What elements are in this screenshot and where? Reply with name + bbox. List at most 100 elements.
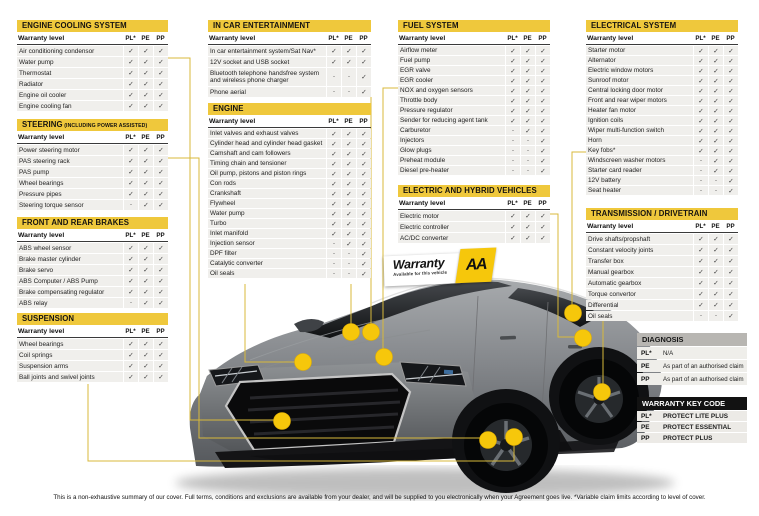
coverage-mark: ✓ [154, 339, 168, 349]
coverage-mark: ✓ [124, 350, 138, 360]
section-title-suffix: (INCLUDING POWER ASSISTED) [62, 123, 148, 129]
coverage-mark: ✓ [536, 126, 550, 135]
row-label: Transfer box [586, 256, 693, 266]
row-label: Pressure pipes [17, 189, 123, 199]
coverage-mark: - [342, 249, 356, 258]
row-label: Injection sensor [208, 239, 326, 248]
coverage-mark: ✓ [342, 209, 356, 218]
coverage-mark: ✓ [724, 300, 738, 310]
row-label: AC/DC converter [398, 233, 505, 243]
table-row: Water pump ✓ ✓ ✓ [208, 209, 371, 218]
column-label: PL* [507, 34, 518, 42]
table-row: EGR cooler ✓ ✓ ✓ [398, 76, 550, 85]
table-row: Electric controller ✓ ✓ ✓ [398, 222, 550, 232]
table-row: Heater fan motor ✓ ✓ ✓ [586, 106, 738, 115]
column-header-row: Warranty level PL* PE PP [208, 115, 371, 128]
row-label: Inlet manifold [208, 229, 326, 238]
coverage-mark: ✓ [139, 372, 153, 382]
row-label: Bluetooth telephone handsfree system and… [208, 68, 326, 86]
key-description: PROTECT LITE PLUS [663, 412, 728, 420]
coverage-mark: ✓ [709, 66, 723, 75]
coverage-mark: ✓ [139, 156, 153, 166]
row-label: Cylinder head and cylinder head gasket [208, 139, 326, 148]
row-label: Carburetor [398, 126, 505, 135]
row-label: Flywheel [208, 199, 326, 208]
coverage-mark: ✓ [154, 276, 168, 286]
key-row: PE As part of an authorised claim [637, 360, 747, 372]
row-label: Heater fan motor [586, 106, 693, 115]
row-label: Airflow meter [398, 46, 505, 55]
row-label: Starter motor [586, 46, 693, 55]
key-description: As part of an authorised claim [663, 362, 744, 370]
coverage-mark: ✓ [536, 222, 550, 232]
row-label: EGR cooler [398, 76, 505, 85]
row-label: Air conditioning condensor [17, 46, 123, 56]
key-description: N/A [663, 349, 674, 357]
coverage-mark: ✓ [709, 256, 723, 266]
coverage-mark: ✓ [139, 90, 153, 100]
coverage-mark: ✓ [327, 189, 341, 198]
key-code: PE [641, 423, 650, 431]
coverage-mark: ✓ [521, 46, 535, 55]
table-row: Diesel pre-heater - - ✓ [398, 166, 550, 175]
row-label: Injectors [398, 136, 505, 145]
coverage-mark: ✓ [124, 265, 138, 275]
table-suspension: SUSPENSION Warranty level PL* PE PP Wheel bea… [17, 313, 168, 382]
key-row: PP As part of an authorised claim [637, 373, 747, 385]
coverage-mark: ✓ [709, 86, 723, 95]
table-row: Horn ✓ ✓ ✓ [586, 136, 738, 145]
coverage-mark: ✓ [709, 126, 723, 135]
coverage-mark: ✓ [357, 189, 371, 198]
car-body [175, 277, 675, 498]
coverage-mark: - [327, 87, 341, 97]
row-label: Torque convertor [586, 289, 693, 299]
section-header: FRONT AND REAR BRAKES [17, 217, 168, 229]
warranty-level-label: Warranty level [18, 327, 65, 335]
coverage-mark: - [694, 156, 708, 165]
row-label: Engine oil cooler [17, 90, 123, 100]
coverage-mark: ✓ [506, 211, 520, 221]
row-label: Crankshaft [208, 189, 326, 198]
coverage-mark: ✓ [536, 116, 550, 125]
coverage-mark: ✓ [124, 243, 138, 253]
coverage-mark: ✓ [357, 139, 371, 148]
coverage-mark: ✓ [724, 146, 738, 155]
coverage-mark: ✓ [694, 300, 708, 310]
table-electrical-system: ELECTRICAL SYSTEM Warranty level PL* PE PP St… [586, 20, 738, 195]
coverage-mark: ✓ [154, 200, 168, 210]
coverage-mark: ✓ [709, 289, 723, 299]
coverage-mark: ✓ [521, 116, 535, 125]
table-row: Transfer box ✓ ✓ ✓ [586, 256, 738, 266]
coverage-mark: ✓ [357, 259, 371, 268]
coverage-mark: ✓ [357, 87, 371, 97]
key-row: PL* PROTECT LITE PLUS [637, 411, 747, 421]
table-row: Starter card reader - ✓ ✓ [586, 166, 738, 175]
coverage-mark: ✓ [124, 145, 138, 155]
coverage-mark: ✓ [709, 156, 723, 165]
coverage-mark: ✓ [357, 169, 371, 178]
row-label: Brake compensating regulator [17, 287, 123, 297]
coverage-mark: ✓ [724, 106, 738, 115]
coverage-mark: ✓ [139, 68, 153, 78]
coverage-mark: ✓ [124, 167, 138, 177]
coverage-mark: ✓ [506, 76, 520, 85]
row-label: Oil pump, pistons and piston rings [208, 169, 326, 178]
table-row: Coil springs ✓ ✓ ✓ [17, 350, 168, 360]
coverage-mark: ✓ [724, 66, 738, 75]
column-header-row: Warranty level PL* PE PP [17, 325, 168, 338]
column-label: PL* [125, 327, 136, 335]
warranty-level-label: Warranty level [18, 231, 65, 239]
coverage-mark: ✓ [724, 278, 738, 288]
coverage-mark: ✓ [139, 339, 153, 349]
coverage-mark: ✓ [124, 178, 138, 188]
coverage-mark: ✓ [139, 243, 153, 253]
table-row: Bluetooth telephone handsfree system and… [208, 68, 371, 86]
coverage-mark: ✓ [724, 176, 738, 185]
table-row: PAS pump ✓ ✓ ✓ [17, 167, 168, 177]
coverage-mark: ✓ [124, 68, 138, 78]
coverage-mark: ✓ [124, 361, 138, 371]
table-row: Catalytic converter - - ✓ [208, 259, 371, 268]
section-header: STEERING (INCLUDING POWER ASSISTED) [17, 119, 168, 131]
row-label: Brake servo [17, 265, 123, 275]
coverage-mark: ✓ [694, 146, 708, 155]
